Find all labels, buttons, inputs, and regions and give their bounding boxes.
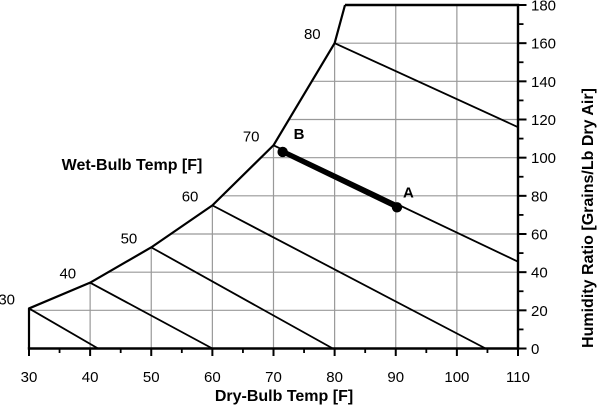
y-tick-label-60: 60: [531, 227, 548, 244]
wet-bulb-label-70: 70: [243, 128, 260, 145]
point-A-marker: [391, 202, 403, 213]
process-line-BA: [281, 149, 398, 210]
point-B-marker: [277, 146, 288, 158]
saturation-curve: [27, 4, 347, 349]
wet-bulb-line-40: [89, 281, 213, 350]
y-axis-ticks: [518, 4, 527, 350]
y-tick-label-40: 40: [531, 265, 548, 282]
x-tick-label-80: 80: [326, 369, 343, 386]
wet-bulb-label-30: 30: [0, 291, 15, 308]
y-tick-label-100: 100: [531, 150, 556, 167]
y-tick-label-120: 120: [531, 112, 556, 129]
wet-bulb-line-50: [150, 246, 334, 350]
y-tick-label-180: 180: [531, 0, 556, 15]
x-tick-label-90: 90: [387, 369, 404, 386]
x-tick-label-50: 50: [143, 369, 160, 386]
y-tick-label-160: 160: [531, 36, 556, 53]
wet-bulb-label-80: 80: [304, 26, 321, 43]
grid: [29, 5, 518, 349]
wet-bulb-axis-title: Wet-Bulb Temp [F]: [61, 157, 203, 174]
point-B-label: B: [294, 126, 305, 143]
x-tick-label-70: 70: [265, 369, 282, 386]
wet-bulb-label-40: 40: [59, 266, 76, 283]
wet-bulb-label-50: 50: [121, 230, 138, 247]
y-tick-label-20: 20: [531, 303, 548, 320]
x-tick-label-30: 30: [21, 369, 38, 386]
x-tick-label-110: 110: [506, 369, 530, 386]
y-tick-label-0: 0: [531, 341, 539, 358]
wet-bulb-line-30: [28, 307, 99, 350]
y-axis-title: Humidity Ratio [Grains/Lb Dry Air]: [580, 88, 597, 348]
wet-bulb-label-60: 60: [182, 188, 199, 205]
wet-bulb-line-60: [211, 204, 487, 350]
x-tick-label-40: 40: [82, 369, 99, 386]
y-tick-label-80: 80: [531, 188, 548, 205]
x-axis-ticks: [28, 348, 519, 356]
x-axis-title: Dry-Bulb Temp [F]: [214, 388, 354, 405]
x-tick-label-100: 100: [444, 369, 469, 386]
wet-bulb-line-80: [334, 42, 519, 128]
y-tick-label-140: 140: [531, 74, 556, 91]
x-tick-label-60: 60: [204, 369, 221, 386]
point-A-label: A: [403, 184, 414, 201]
